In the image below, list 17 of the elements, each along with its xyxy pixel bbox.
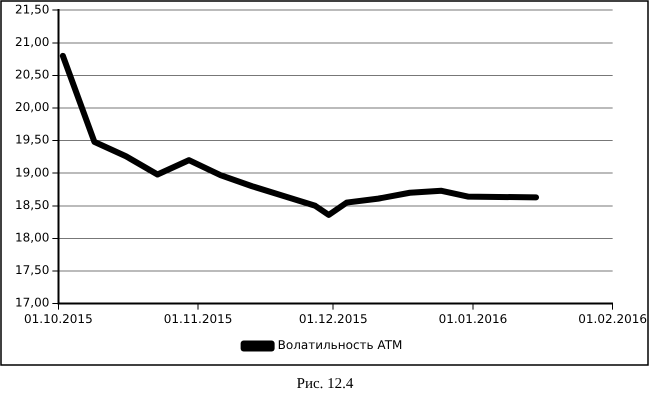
y-tick-label: 17,00 — [14, 296, 50, 310]
y-tick-label: 21,00 — [14, 34, 50, 49]
y-tick-label: 19,00 — [14, 165, 50, 180]
y-tick-label: 19,50 — [14, 132, 50, 147]
y-tick-label: 18,50 — [14, 198, 50, 212]
text: Рис. 12.4 — [296, 376, 354, 392]
x-tick-label: 01.12.2015 — [298, 312, 368, 326]
y-tick-label: 20,50 — [14, 68, 50, 82]
y-tick-label: 21,50 — [14, 2, 50, 16]
y-tick-label: 20,00 — [14, 100, 50, 114]
x-tick-label: 01.11.2015 — [164, 312, 232, 326]
y-tick-label: 18,00 — [14, 230, 50, 245]
y-tick-label: 17,50 — [14, 263, 50, 278]
legend-label: Волатильность ATM — [278, 338, 402, 352]
x-tick-label: 01.10.2015 — [24, 312, 93, 326]
x-tick-label: 01.01.2016 — [438, 312, 508, 326]
x-tick-label: 01.02.2016 — [578, 312, 648, 326]
